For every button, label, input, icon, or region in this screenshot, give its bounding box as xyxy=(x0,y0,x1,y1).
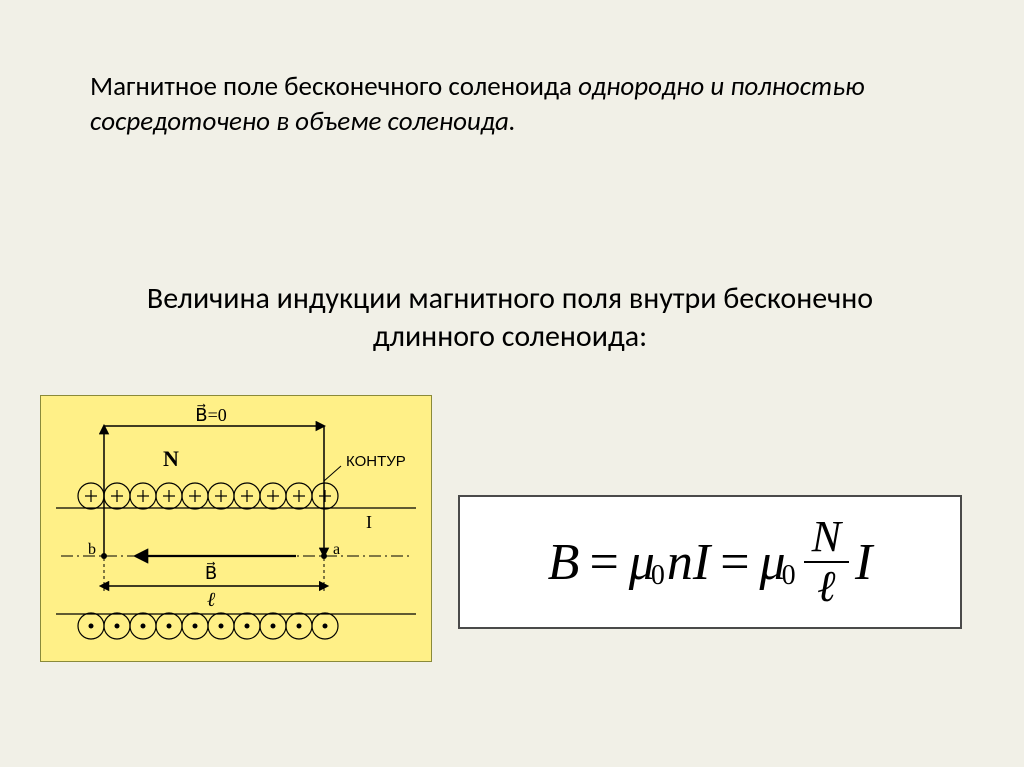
label-I: I xyxy=(366,512,372,532)
formula: B = μ0 nI = μ0 N ℓ I xyxy=(548,515,873,609)
f-den: ℓ xyxy=(809,563,843,609)
label-a: a xyxy=(333,541,340,558)
formula-box: B = μ0 nI = μ0 N ℓ I xyxy=(458,495,962,629)
f-sub2: 0 xyxy=(782,560,796,592)
f-eq2: = xyxy=(710,533,759,592)
diagram-svg: B⃗=0 N КОНТУР I a b B⃗ ℓ xyxy=(41,396,431,661)
f-n: n xyxy=(667,533,693,592)
label-B0: B⃗=0 xyxy=(195,404,227,425)
paragraph-1: Магнитное поле бесконечного соленоида од… xyxy=(90,70,910,139)
f-eq1: = xyxy=(579,533,628,592)
paragraph-2: Величина индукции магнитного поля внутри… xyxy=(100,280,920,357)
para1-normal: Магнитное поле бесконечного соленоида xyxy=(90,70,578,103)
f-I2: I xyxy=(855,533,872,592)
label-Bvec: B⃗ xyxy=(205,562,217,583)
label-N: N xyxy=(163,446,179,471)
f-I1: I xyxy=(693,533,710,592)
f-fraction: N ℓ xyxy=(804,515,849,609)
f-B: B xyxy=(548,533,580,592)
f-sub1: 0 xyxy=(651,560,665,592)
label-contour: КОНТУР xyxy=(346,453,406,470)
f-num: N xyxy=(804,515,849,563)
slide: Магнитное поле бесконечного соленоида од… xyxy=(0,0,1024,767)
coil-top-row xyxy=(78,483,338,509)
label-ell: ℓ xyxy=(207,589,216,611)
solenoid-diagram: B⃗=0 N КОНТУР I a b B⃗ ℓ xyxy=(40,395,432,662)
label-b: b xyxy=(88,541,96,558)
coil-bottom-row xyxy=(78,613,338,639)
